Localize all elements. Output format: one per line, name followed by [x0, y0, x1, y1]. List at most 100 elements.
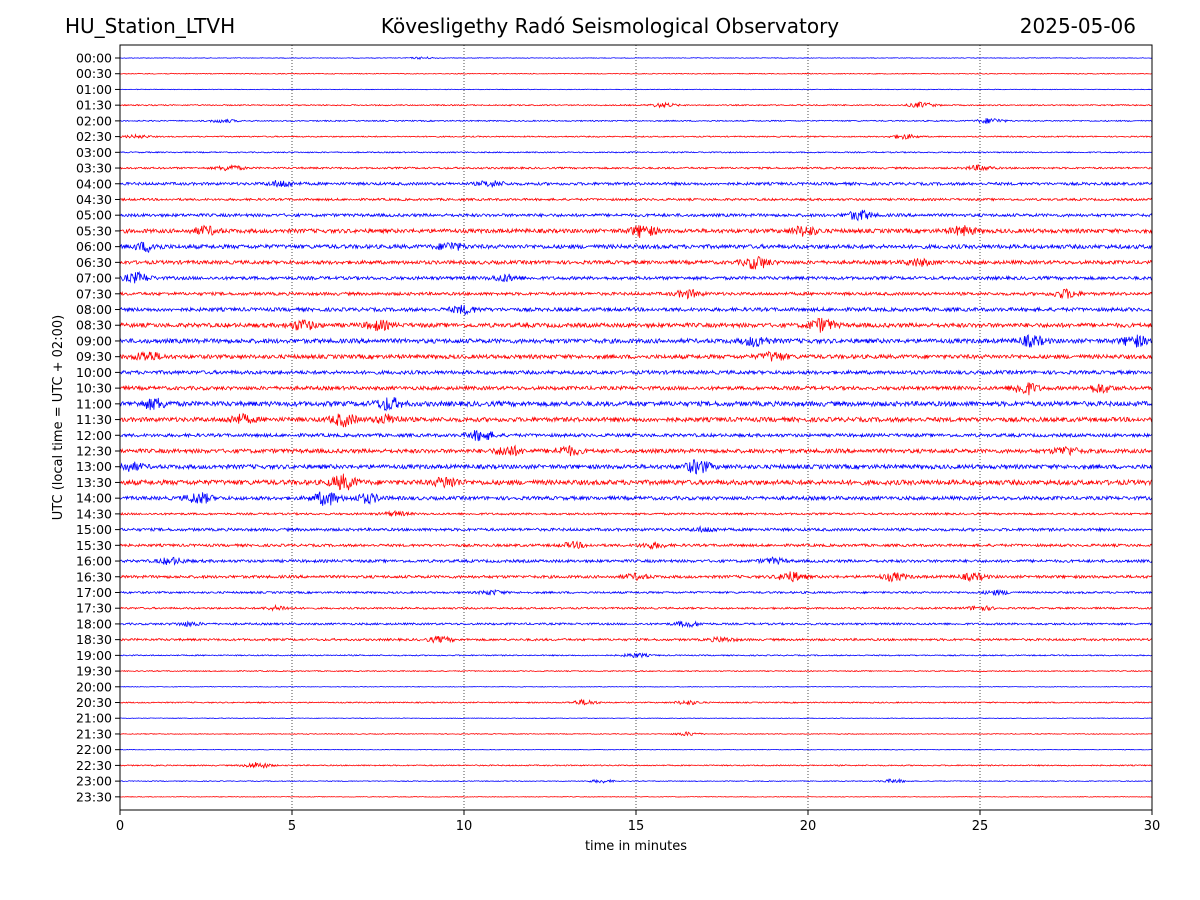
- station-name: HU_Station_LTVH: [65, 14, 236, 38]
- trace-row: [119, 288, 1153, 300]
- y-tick-label: 15:30: [76, 538, 112, 553]
- trace-row: [119, 571, 1153, 583]
- y-tick-label: 12:00: [76, 428, 112, 443]
- y-tick-label: 15:00: [76, 522, 112, 537]
- y-tick-label: 05:30: [76, 223, 112, 238]
- trace-row: [119, 459, 1153, 475]
- trace-row: [119, 382, 1153, 396]
- y-tick-label: 07:00: [76, 271, 112, 286]
- x-tick-label: 10: [456, 819, 473, 834]
- trace-row: [119, 101, 1153, 109]
- trace-row: [119, 56, 1153, 61]
- y-tick-label: 03:30: [76, 161, 112, 176]
- y-tick-label: 22:30: [76, 758, 112, 773]
- trace-row: [119, 698, 1153, 706]
- y-tick-label: 22:00: [76, 742, 112, 757]
- y-tick-label: 19:00: [76, 648, 112, 663]
- trace-row: [119, 686, 1153, 688]
- y-tick-label: 18:00: [76, 616, 112, 631]
- x-tick-label: 5: [288, 819, 296, 834]
- y-tick-label: 00:00: [76, 51, 112, 66]
- y-tick-label: 13:30: [76, 475, 112, 490]
- y-tick-label: 07:30: [76, 286, 112, 301]
- y-tick-label: 21:00: [76, 711, 112, 726]
- trace-row: [119, 270, 1153, 284]
- y-tick-label: 05:00: [76, 208, 112, 223]
- x-tick-label: 30: [1144, 819, 1161, 834]
- trace-row: [119, 491, 1153, 506]
- x-tick-label: 0: [116, 819, 124, 834]
- seismic-traces: [119, 56, 1153, 798]
- y-tick-label: 17:00: [76, 585, 112, 600]
- y-axis-ticks: 00:0000:3001:0001:3002:0002:3003:0003:30…: [76, 51, 120, 804]
- y-tick-label: 17:30: [76, 601, 112, 616]
- trace-row: [119, 72, 1153, 75]
- y-tick-label: 00:30: [76, 66, 112, 81]
- trace-row: [119, 88, 1153, 91]
- trace-row: [119, 525, 1153, 533]
- x-tick-label: 25: [972, 819, 989, 834]
- trace-row: [119, 540, 1153, 550]
- trace-row: [119, 796, 1153, 798]
- trace-row: [119, 350, 1153, 362]
- trace-row: [119, 118, 1153, 124]
- trace-row: [119, 777, 1153, 784]
- y-tick-label: 10:30: [76, 381, 112, 396]
- y-tick-label: 04:00: [76, 176, 112, 191]
- trace-row: [119, 635, 1153, 644]
- y-tick-label: 08:30: [76, 318, 112, 333]
- y-tick-label: 18:30: [76, 632, 112, 647]
- y-tick-label: 06:30: [76, 255, 112, 270]
- y-tick-label: 03:00: [76, 145, 112, 160]
- trace-row: [119, 588, 1153, 596]
- y-tick-label: 04:30: [76, 192, 112, 207]
- y-tick-label: 06:00: [76, 239, 112, 254]
- trace-row: [119, 197, 1153, 202]
- trace-row: [119, 334, 1153, 348]
- y-tick-label: 11:00: [76, 396, 112, 411]
- trace-row: [119, 762, 1153, 769]
- x-tick-label: 20: [800, 819, 817, 834]
- y-tick-label: 09:30: [76, 349, 112, 364]
- y-tick-label: 13:00: [76, 459, 112, 474]
- trace-row: [119, 397, 1153, 412]
- y-tick-label: 14:30: [76, 506, 112, 521]
- trace-row: [119, 473, 1153, 491]
- y-tick-label: 20:30: [76, 695, 112, 710]
- y-tick-label: 12:30: [76, 444, 112, 459]
- trace-row: [119, 180, 1153, 188]
- trace-row: [119, 150, 1153, 154]
- trace-row: [119, 620, 1153, 629]
- y-tick-label: 02:30: [76, 129, 112, 144]
- y-tick-label: 11:30: [76, 412, 112, 427]
- trace-row: [119, 652, 1153, 659]
- y-tick-label: 19:30: [76, 664, 112, 679]
- y-tick-label: 02:00: [76, 113, 112, 128]
- trace-row: [119, 133, 1153, 140]
- y-tick-label: 20:00: [76, 679, 112, 694]
- trace-row: [119, 164, 1153, 172]
- x-tick-label: 15: [628, 819, 645, 834]
- trace-row: [119, 444, 1153, 457]
- trace-row: [119, 224, 1153, 238]
- chart-title: Kövesligethy Radó Seismological Observat…: [380, 14, 840, 38]
- y-tick-label: 23:30: [76, 789, 112, 804]
- trace-row: [119, 669, 1153, 673]
- y-tick-label: 14:00: [76, 491, 112, 506]
- trace-row: [119, 209, 1153, 222]
- y-tick-label: 01:30: [76, 98, 112, 113]
- y-tick-label: 09:00: [76, 333, 112, 348]
- y-tick-label: 08:00: [76, 302, 112, 317]
- grid-lines: [291, 45, 981, 810]
- chart-date: 2025-05-06: [1019, 14, 1136, 38]
- trace-row: [119, 304, 1153, 317]
- trace-row: [119, 317, 1153, 333]
- trace-row: [119, 241, 1153, 254]
- trace-row: [119, 731, 1153, 737]
- y-tick-label: 23:00: [76, 774, 112, 789]
- y-tick-label: 10:00: [76, 365, 112, 380]
- x-axis-ticks: 0 5 10 15 20 25 30: [116, 810, 1160, 834]
- trace-row: [119, 717, 1153, 720]
- trace-row: [119, 412, 1153, 428]
- y-axis-label: UTC (local time = UTC + 02:00): [51, 315, 66, 520]
